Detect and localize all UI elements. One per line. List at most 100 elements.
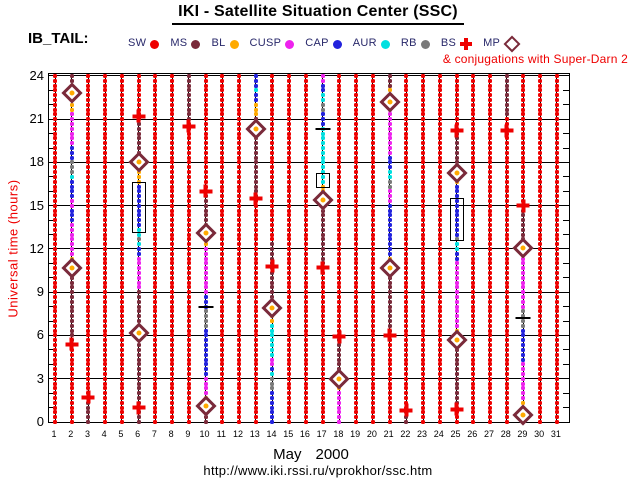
sw-dot-icon [150, 40, 160, 49]
region-dot [136, 83, 141, 88]
region-dot [237, 88, 242, 93]
region-dot [119, 170, 124, 175]
region-dot [554, 174, 559, 179]
y-minor-tick-left [49, 234, 55, 236]
region-dot [437, 102, 442, 107]
region-dot [220, 102, 225, 107]
region-dot [471, 194, 476, 199]
region-dot [437, 391, 442, 396]
region-dot [153, 371, 158, 376]
region-dot [504, 271, 509, 276]
region-dot [86, 266, 91, 271]
region-dot [136, 184, 141, 189]
region-dot [370, 227, 375, 232]
region-dot [287, 400, 292, 405]
region-dot [320, 98, 325, 103]
region-dot [86, 415, 91, 420]
region-dot [237, 93, 242, 98]
region-dot [387, 290, 392, 295]
region-dot [86, 357, 91, 362]
y-gridline [49, 421, 569, 423]
region-dot [437, 395, 442, 400]
region-dot [253, 395, 258, 400]
region-dot [69, 381, 74, 386]
region-dot [287, 323, 292, 328]
region-dot [504, 170, 509, 175]
region-dot [454, 146, 459, 151]
region-dot [303, 352, 308, 357]
region-dot [253, 232, 258, 237]
region-dot [487, 179, 492, 184]
region-dot [119, 386, 124, 391]
region-dot [237, 102, 242, 107]
region-dot [437, 275, 442, 280]
region-dot [136, 371, 141, 376]
region-dot [521, 343, 526, 348]
region-dot [454, 376, 459, 381]
region-dot [554, 98, 559, 103]
region-dot [521, 88, 526, 93]
region-dot [487, 338, 492, 343]
region-dot [471, 146, 476, 151]
region-dot [237, 271, 242, 276]
y-minor-tick-left [49, 176, 55, 178]
region-dot [170, 352, 175, 357]
region-dot [538, 362, 543, 367]
y-gridline [49, 75, 569, 77]
region-dot [504, 174, 509, 179]
region-dot [103, 352, 108, 357]
region-dot [303, 179, 308, 184]
region-dot [354, 150, 359, 155]
region-dot [538, 184, 543, 189]
region-dot [170, 410, 175, 415]
region-dot [253, 410, 258, 415]
x-axis-date-label: May 2000 [0, 446, 636, 463]
region-dot [103, 415, 108, 420]
region-dot [53, 261, 57, 266]
region-dot [421, 74, 426, 78]
region-dot [538, 347, 543, 352]
region-dot [421, 146, 426, 151]
region-dot [354, 93, 359, 98]
region-dot [504, 237, 509, 242]
region-dot [270, 285, 275, 290]
region-dot [354, 314, 359, 319]
region-dot [404, 98, 409, 103]
region-dot [237, 304, 242, 309]
region-dot [253, 141, 258, 146]
region-dot [354, 203, 359, 208]
region-dot [354, 78, 359, 83]
region-dot [170, 376, 175, 381]
region-dot [119, 88, 124, 93]
region-dot [136, 304, 141, 309]
region-dot [454, 295, 459, 300]
region-dot [86, 83, 91, 88]
region-dot [287, 261, 292, 266]
region-dot [253, 391, 258, 396]
region-dot [538, 275, 543, 280]
region-dot [370, 400, 375, 405]
region-dot [437, 328, 442, 333]
region-dot [203, 343, 208, 348]
region-dot [538, 309, 543, 314]
region-dot [370, 170, 375, 175]
region-dot [270, 194, 275, 199]
region-dot [119, 290, 124, 295]
region-dot [220, 198, 225, 203]
region-dot [354, 343, 359, 348]
region-dot [337, 420, 342, 424]
region-dot [421, 232, 426, 237]
region-dot [487, 218, 492, 223]
region-dot [521, 347, 526, 352]
region-dot [337, 117, 342, 122]
region-dot [237, 141, 242, 146]
region-dot [170, 271, 175, 276]
region-dot [370, 194, 375, 199]
region-dot [487, 266, 492, 271]
region-dot [320, 150, 325, 155]
region-dot [186, 203, 191, 208]
mp-diamond-marker [312, 189, 334, 211]
region-dot [437, 367, 442, 372]
region-dot [471, 78, 476, 83]
region-dot [220, 362, 225, 367]
